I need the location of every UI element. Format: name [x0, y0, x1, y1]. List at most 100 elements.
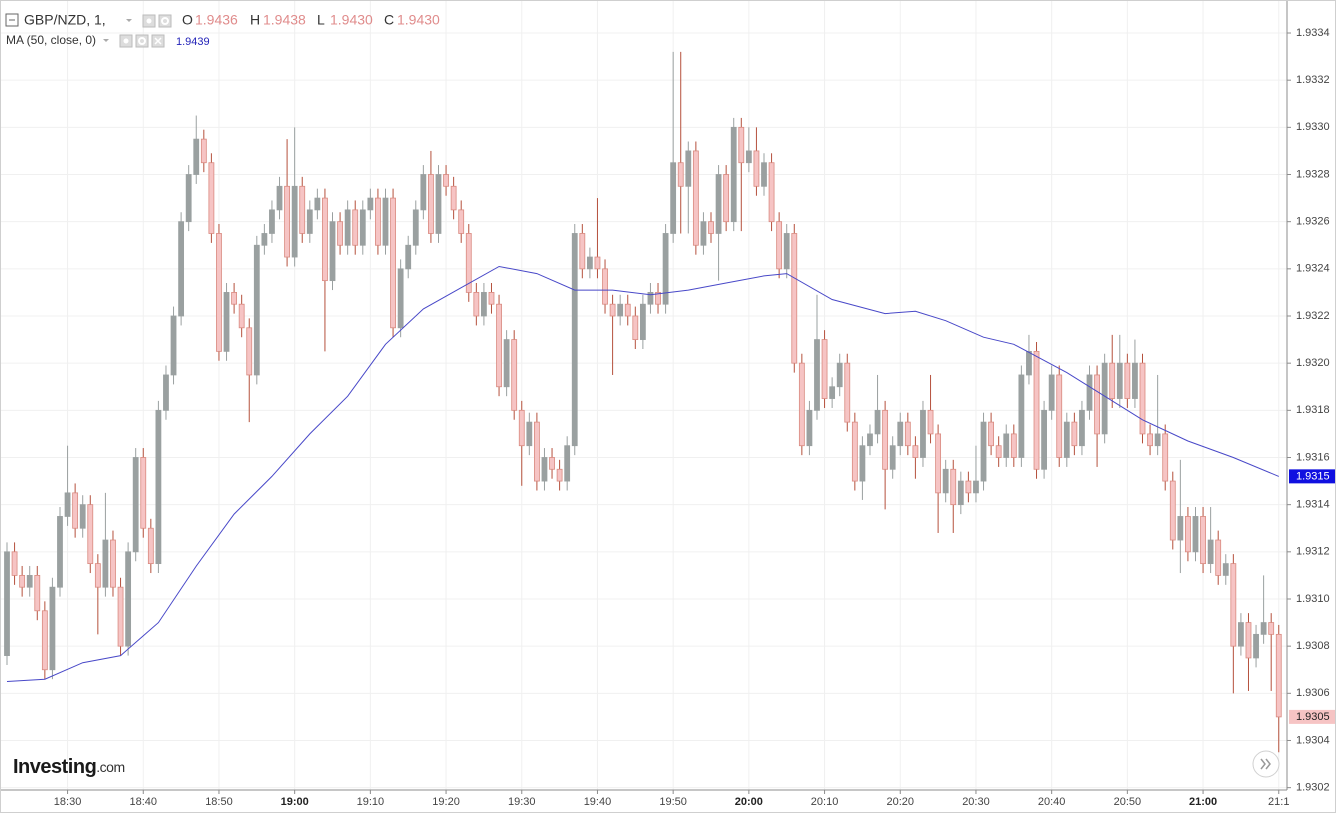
candle-body [284, 185, 290, 258]
scroll-to-end-button[interactable] [1252, 750, 1280, 778]
candle-body [942, 468, 949, 494]
candle-body [692, 150, 699, 246]
candle-body [995, 445, 1002, 458]
candle-body [738, 126, 745, 164]
candle-body [935, 433, 942, 494]
ohlc-value: 1.9438 [263, 12, 306, 28]
candle-body [647, 292, 654, 305]
x-tick-label: 21:1 [1268, 796, 1289, 808]
candle-body [889, 445, 896, 470]
candle-body [1086, 374, 1093, 411]
legend: GBP/NZD, 1, O 1.9436 H 1.9438 L 1.9430 C 1.9430… [5, 12, 440, 48]
candle-body [723, 174, 730, 223]
last-ma-label: 1.9315 [1296, 470, 1330, 482]
candle-body [730, 126, 737, 223]
candle-body [367, 197, 374, 211]
y-tick-label: 1.9334 [1296, 27, 1330, 39]
candle-body [973, 480, 979, 494]
candle-body [397, 268, 404, 329]
symbol: GBP/NZD, 1, [24, 12, 106, 28]
candle-body [87, 504, 94, 565]
x-tick-label: 20:50 [1114, 796, 1142, 808]
candle-body [594, 256, 601, 270]
symbol-menu[interactable] [126, 19, 132, 22]
candle-body [541, 457, 548, 482]
candle-body [102, 539, 109, 588]
y-tick-label: 1.9328 [1296, 168, 1330, 180]
x-tick-label: 20:40 [1038, 796, 1066, 808]
candle-body [1094, 374, 1100, 435]
candle-body [1109, 362, 1116, 399]
candle-body [253, 244, 260, 376]
candle-body [685, 150, 692, 187]
x-tick-label: 19:10 [357, 796, 385, 808]
grid [0, 0, 1287, 790]
x-tick-label: 19:50 [659, 796, 687, 808]
indicator-menu[interactable] [103, 39, 109, 42]
candle-body [776, 221, 783, 270]
candle-body [586, 256, 593, 270]
candle-body [1139, 362, 1146, 435]
candle-body [1185, 516, 1191, 553]
candle-body [72, 492, 79, 529]
candle-body [344, 209, 351, 246]
ohlc-values: O 1.9436 H 1.9438 L 1.9430 C 1.9430 [182, 12, 440, 28]
candle-body [64, 492, 71, 517]
ohlc-key: C [384, 12, 394, 28]
candle-body [238, 303, 245, 329]
x-tick-label: 20:20 [886, 796, 914, 808]
candle-body [26, 575, 33, 588]
candle-body [1154, 433, 1161, 447]
logo-suffix: .com [96, 759, 124, 775]
y-tick-label: 1.9302 [1296, 782, 1330, 794]
last-close-marker [1289, 709, 1335, 724]
candle-body [306, 209, 313, 234]
x-tick-label: 18:30 [54, 796, 82, 808]
logo: Investing.com [13, 756, 125, 778]
indicator-name: MA (50, close, 0) [6, 33, 96, 47]
candle-body [140, 457, 147, 529]
candle-body [920, 409, 926, 458]
candle-body [110, 539, 116, 588]
x-tick-label: 18:40 [129, 796, 157, 808]
candle-body [768, 162, 775, 223]
candle-body [1207, 539, 1214, 565]
candle-body [200, 138, 207, 164]
candle-body [352, 209, 359, 246]
ohlc-value: 1.9430 [330, 12, 373, 28]
last-ma-marker [1289, 469, 1335, 484]
candle-body [579, 233, 586, 270]
candle-body [814, 339, 820, 411]
candle-body [1192, 516, 1199, 553]
candle-body [602, 268, 608, 305]
ohlc-key: O [182, 12, 193, 28]
candle-body [556, 468, 563, 482]
x-tick-label: 21:00 [1189, 796, 1217, 808]
candle-body [806, 409, 813, 447]
candle-body [41, 610, 48, 671]
candle-body [571, 233, 578, 447]
indicator-settings[interactable] [135, 34, 149, 48]
x-tick-label: 19:00 [281, 796, 309, 808]
ohlc-key: L [317, 12, 325, 28]
candle-body [208, 162, 215, 234]
settings-icon-gear [161, 17, 169, 25]
candle-body [163, 374, 169, 411]
candle-body [49, 586, 56, 671]
y-tick-label: 1.9320 [1296, 357, 1330, 369]
candle-body [1101, 362, 1108, 435]
candle-body [988, 421, 994, 447]
candle-body [299, 185, 306, 234]
settings-icon[interactable] [158, 14, 172, 28]
candle-body [19, 575, 26, 588]
candle-body [1079, 409, 1085, 447]
logo-brand: Investing [13, 756, 96, 778]
ohlc-key: H [250, 12, 260, 28]
candle-body [836, 362, 843, 388]
indicator-eye-dot [123, 38, 129, 44]
candle-body [745, 150, 752, 164]
candle-body [518, 409, 525, 447]
candle-body [185, 174, 192, 223]
